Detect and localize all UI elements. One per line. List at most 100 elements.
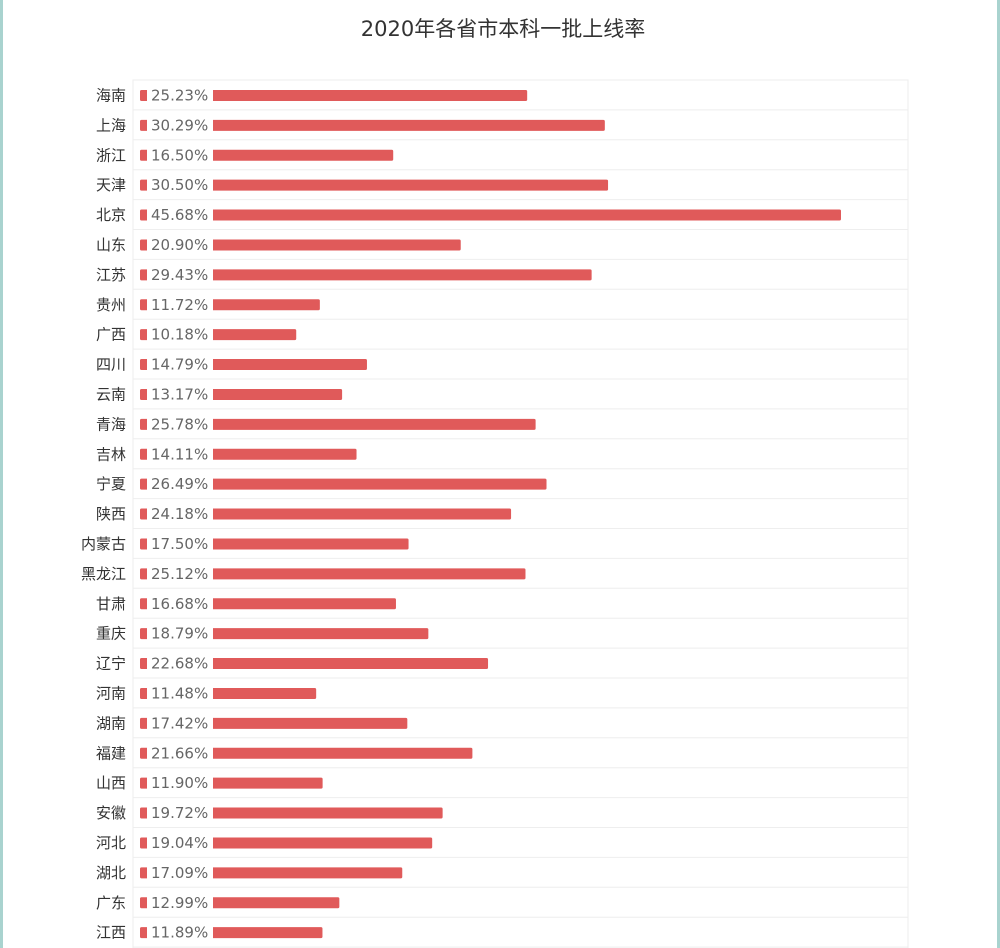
value-label-bg bbox=[147, 85, 213, 106]
bar-row: 重庆 18.79% bbox=[96, 623, 429, 644]
bar-row: 河南 11.48% bbox=[96, 683, 317, 704]
bar bbox=[140, 658, 489, 670]
bar-row: 贵州 11.72% bbox=[96, 294, 320, 315]
value-label-bg bbox=[147, 743, 213, 764]
bar bbox=[140, 89, 528, 101]
value-label-bg bbox=[147, 504, 213, 525]
bar bbox=[140, 747, 473, 759]
category-label: 安徽 bbox=[96, 804, 126, 822]
value-label-bg bbox=[147, 533, 213, 554]
value-label: 10.18% bbox=[151, 326, 208, 344]
value-label-bg bbox=[147, 713, 213, 734]
category-label: 江苏 bbox=[96, 266, 126, 284]
bar bbox=[140, 418, 536, 430]
category-label: 辽宁 bbox=[96, 655, 126, 673]
bar bbox=[140, 568, 526, 580]
category-label: 广西 bbox=[96, 326, 126, 344]
bar-row: 安徽 19.72% bbox=[96, 803, 443, 824]
value-label: 45.68% bbox=[151, 206, 208, 224]
bar-row: 湖南 17.42% bbox=[96, 713, 408, 734]
value-label-bg bbox=[147, 803, 213, 824]
bar bbox=[140, 478, 547, 490]
category-label: 湖南 bbox=[96, 714, 126, 732]
value-label: 11.48% bbox=[151, 684, 208, 702]
category-label: 云南 bbox=[96, 385, 126, 403]
category-label: 上海 bbox=[96, 116, 126, 134]
value-label-bg bbox=[147, 145, 213, 166]
value-label-bg bbox=[147, 862, 213, 883]
bar-row: 甘肃 16.68% bbox=[96, 593, 396, 614]
value-label-bg bbox=[147, 773, 213, 794]
category-label: 江西 bbox=[96, 924, 126, 942]
value-label: 14.79% bbox=[151, 356, 208, 374]
category-label: 北京 bbox=[96, 206, 126, 224]
bar-row: 湖北 17.09% bbox=[96, 862, 403, 883]
bar bbox=[140, 209, 841, 221]
bar bbox=[140, 807, 443, 819]
value-label-bg bbox=[147, 324, 213, 345]
value-label: 14.11% bbox=[151, 445, 208, 463]
bar-row: 上海 30.29% bbox=[96, 115, 605, 136]
bar-row: 青海 25.78% bbox=[96, 414, 536, 435]
bar-row: 内蒙古 17.50% bbox=[81, 533, 409, 554]
category-label: 海南 bbox=[96, 86, 126, 104]
category-label: 宁夏 bbox=[96, 475, 126, 493]
bar-row: 山东 20.90% bbox=[96, 234, 461, 255]
category-label: 重庆 bbox=[96, 625, 126, 643]
category-label: 广东 bbox=[96, 894, 126, 912]
value-label-bg bbox=[147, 623, 213, 644]
value-label-bg bbox=[147, 205, 213, 226]
value-label: 11.90% bbox=[151, 774, 208, 792]
value-label-bg bbox=[147, 115, 213, 136]
bar-row: 吉林 14.11% bbox=[96, 444, 357, 465]
bar-row: 陕西 24.18% bbox=[96, 504, 512, 525]
value-label-bg bbox=[147, 175, 213, 196]
bar bbox=[140, 837, 433, 849]
bars: 海南 25.23% 上海 30.29% 浙江 16.50% 天津 30.50% 北京 45.68%… bbox=[81, 85, 841, 943]
value-label: 17.50% bbox=[151, 535, 208, 553]
value-label: 18.79% bbox=[151, 625, 208, 643]
value-label: 25.12% bbox=[151, 565, 208, 583]
category-label: 陕西 bbox=[96, 505, 126, 523]
value-label: 30.50% bbox=[151, 176, 208, 194]
value-label: 17.42% bbox=[151, 714, 208, 732]
value-label: 19.04% bbox=[151, 834, 208, 852]
category-label: 青海 bbox=[96, 415, 126, 433]
value-label-bg bbox=[147, 414, 213, 435]
bar-row: 天津 30.50% bbox=[96, 175, 609, 196]
bar-chart: 2020年各省市本科一批上线率 海南 25.23% 上海 30.29% 浙江 16.50%… bbox=[81, 17, 909, 948]
bar bbox=[140, 508, 512, 520]
bar-row: 云南 13.17% bbox=[96, 384, 343, 405]
value-label: 21.66% bbox=[151, 744, 208, 762]
value-label: 17.09% bbox=[151, 864, 208, 882]
bar-row: 广西 10.18% bbox=[96, 324, 297, 345]
bar-row: 河北 19.04% bbox=[96, 832, 433, 853]
value-label: 11.72% bbox=[151, 296, 208, 314]
category-label: 内蒙古 bbox=[81, 535, 126, 553]
value-label: 16.50% bbox=[151, 146, 208, 164]
chart-title: 2020年各省市本科一批上线率 bbox=[361, 17, 645, 41]
bar-row: 广东 12.99% bbox=[96, 892, 340, 913]
bar-row: 福建 21.66% bbox=[96, 743, 473, 764]
value-label: 20.90% bbox=[151, 236, 208, 254]
bar-row: 四川 14.79% bbox=[96, 354, 367, 375]
category-label: 贵州 bbox=[96, 296, 126, 314]
bar-row: 辽宁 22.68% bbox=[96, 653, 489, 674]
category-label: 河南 bbox=[96, 684, 126, 702]
bar-row: 黑龙江 25.12% bbox=[81, 563, 526, 584]
value-label-bg bbox=[147, 264, 213, 285]
category-label: 天津 bbox=[96, 176, 126, 194]
value-label: 13.17% bbox=[151, 385, 208, 403]
category-label: 吉林 bbox=[96, 445, 126, 463]
bar-row: 江苏 29.43% bbox=[96, 264, 592, 285]
value-label-bg bbox=[147, 593, 213, 614]
bar-row: 海南 25.23% bbox=[96, 85, 528, 106]
value-label: 24.18% bbox=[151, 505, 208, 523]
category-label: 甘肃 bbox=[96, 595, 126, 613]
value-label: 12.99% bbox=[151, 894, 208, 912]
category-label: 湖北 bbox=[96, 864, 126, 882]
bar-row: 宁夏 26.49% bbox=[96, 474, 547, 495]
category-label: 山东 bbox=[96, 236, 126, 254]
value-label-bg bbox=[147, 892, 213, 913]
